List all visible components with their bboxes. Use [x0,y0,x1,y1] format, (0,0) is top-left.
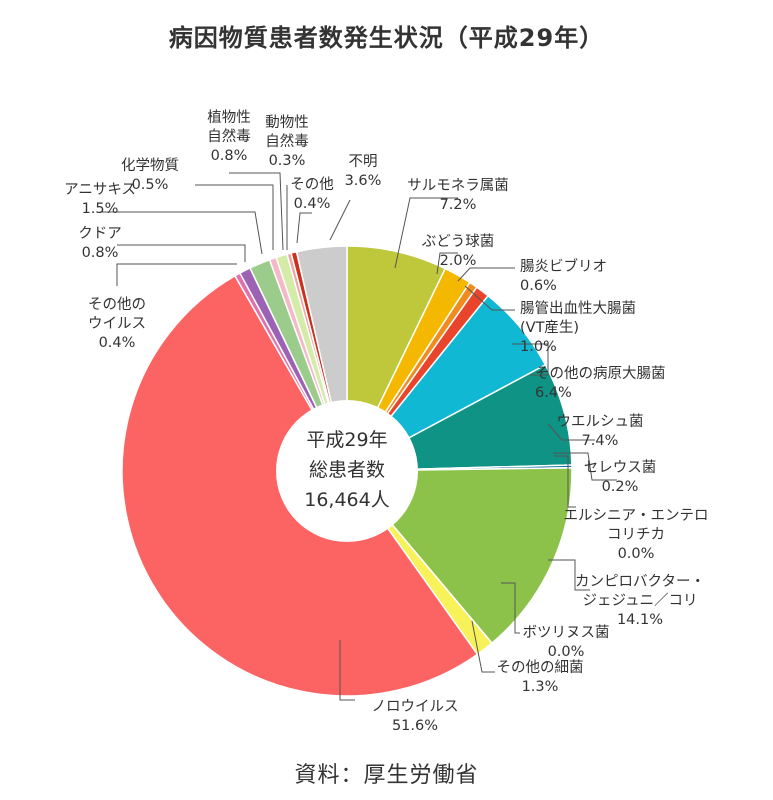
leader-line [548,559,590,591]
leader-line [394,197,458,269]
leader-line [553,452,617,481]
center-line-2: 総患者数 [309,459,385,481]
slice-label: 0.0% [618,546,655,562]
leader-line [339,640,355,701]
center-line-3: 16,464人 [304,489,389,511]
slice-label: 7.2% [440,197,477,213]
slice-label: ノロウイルス [372,698,459,715]
slice-label: 7.4% [582,433,619,449]
leader-line [436,252,458,275]
slice-label: 6.4% [535,385,572,401]
slice-label: クドア [78,225,122,242]
slice-label: 動物性 [265,114,309,131]
slice-label: 0.4% [99,335,136,351]
leader-line [229,172,284,251]
leader-line [457,267,515,282]
chart-source: 資料：厚生労働省 [294,763,479,788]
slice-label: ぶどう球菌 [422,233,495,250]
slice-label: アニサキス [64,182,136,198]
slice-label: 0.6% [520,278,557,294]
slice-label: セレウス菌 [584,459,657,476]
leader-line [464,285,515,311]
slice-label: 3.6% [345,173,382,189]
leader-line [296,212,312,244]
slice-label: 0.4% [294,196,331,212]
slice-label: 0.8% [211,148,248,164]
slice-label: エルシニア・エンテロ [564,508,709,524]
leader-line [547,423,595,441]
slice-label: 1.3% [522,679,559,695]
slice-label: その他の病原大腸菌 [535,365,666,382]
slice-label: 0.3% [269,153,306,169]
slice-label: ボツリヌス菌 [523,624,610,641]
leader-line [195,184,274,250]
slice-label: 14.1% [617,612,663,628]
slice-label: その他の細菌 [497,659,584,676]
leader-line [117,244,246,262]
center-line-1: 平成29年 [306,429,387,451]
slice-label: 不明 [349,154,378,170]
slice-label: サルモネラ属菌 [407,177,509,194]
slice-label: その他の [88,296,146,313]
slice-label: 腸炎ビブリオ [520,257,607,275]
slice-label: コリチカ [607,527,665,543]
leader-line [554,455,576,508]
slice-label: 2.0% [440,253,477,269]
leader-line [329,199,351,241]
leader-line [116,263,237,286]
slice-label: その他 [290,176,334,193]
slice-label: ジェジュニ／コリ [583,592,698,609]
leader-line [471,620,495,673]
center-hole [276,400,418,542]
slice-label: 自然毒 [265,133,309,150]
slice-label: 植物性 [207,109,251,126]
slice-label: 0.2% [602,479,639,495]
slice-label: 0.0% [548,644,585,660]
slice-label: (VT産生) [520,319,579,336]
slice-label: 0.5% [132,177,169,193]
slice-labels: サルモネラ属菌 7.2% ぶどう球菌 2.0% 腸炎ビブリオ 0.6% 腸管出血性大腸菌 (V… [64,109,708,734]
slice-label: 自然毒 [207,128,251,145]
slice-label: 0.8% [82,245,119,261]
slice-label: 1.5% [82,201,119,217]
slice-label: カンピロバクター・ [575,573,705,590]
slice-label: ウイルス [88,315,146,332]
leader-line [100,211,263,255]
slice-label: 51.6% [392,718,438,734]
chart-title: 病因物質患者数発生状況（平成29年） [168,24,605,52]
slice-label: 1.0% [520,339,557,355]
slice-label: ウエルシュ菌 [557,413,644,430]
leader-lines [100,172,617,701]
slice-label: 腸管出血性大腸菌 [520,300,636,317]
slice-label: 化学物質 [121,156,179,174]
leader-line [501,582,520,634]
leader-line [512,343,549,376]
